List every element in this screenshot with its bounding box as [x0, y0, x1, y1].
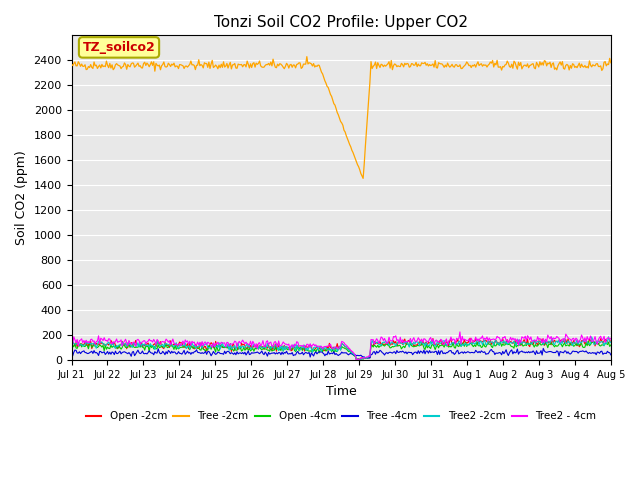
Text: TZ_soilco2: TZ_soilco2 — [83, 41, 156, 54]
Y-axis label: Soil CO2 (ppm): Soil CO2 (ppm) — [15, 150, 28, 245]
Title: Tonzi Soil CO2 Profile: Upper CO2: Tonzi Soil CO2 Profile: Upper CO2 — [214, 15, 468, 30]
Legend: Open -2cm, Tree -2cm, Open -4cm, Tree -4cm, Tree2 -2cm, Tree2 - 4cm: Open -2cm, Tree -2cm, Open -4cm, Tree -4… — [82, 407, 601, 426]
X-axis label: Time: Time — [326, 385, 356, 398]
